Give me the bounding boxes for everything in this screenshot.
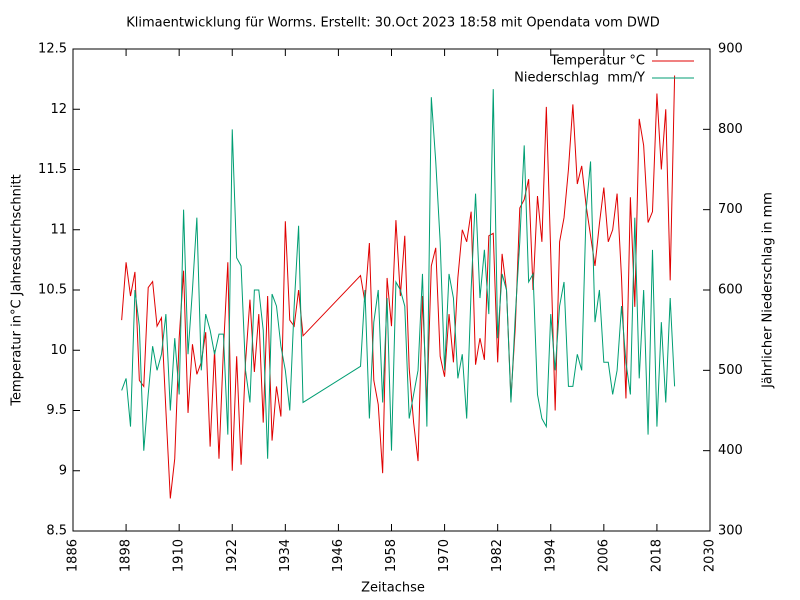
x-tick-label: 1922	[225, 539, 240, 572]
y-tick-label: 12	[50, 102, 67, 117]
y2-axis-label: Jährlicher Niederschlag in mm	[761, 192, 776, 389]
x-tick-label: 1898	[119, 539, 134, 572]
x-tick-label: 2030	[703, 539, 718, 572]
x-tick-label: 1982	[490, 539, 505, 572]
y2-tick-label: 900	[718, 42, 743, 57]
y2-tick-label: 700	[718, 202, 743, 217]
x-tick-label: 1970	[437, 539, 452, 572]
y-axis-label: Temperatur in°C Jahresdurchschnitt	[10, 174, 25, 406]
y2-tick-label: 800	[718, 122, 743, 137]
x-tick-label: 1886	[66, 539, 81, 572]
y2-tick-label: 300	[718, 524, 743, 539]
x-axis-label: Zeitachse	[361, 581, 425, 596]
y-tick-label: 8.5	[46, 524, 67, 539]
y2-tick-label: 400	[718, 443, 743, 458]
y-tick-label: 12.5	[38, 42, 67, 57]
legend-label: Temperatur °C	[550, 54, 645, 69]
y-tick-label: 11.5	[38, 162, 67, 177]
y-tick-label: 10.5	[38, 283, 67, 298]
y-tick-label: 9	[59, 463, 67, 478]
x-tick-label: 1958	[384, 539, 399, 572]
x-tick-label: 1934	[278, 539, 293, 572]
y2-tick-label: 600	[718, 283, 743, 298]
data-line	[121, 89, 676, 459]
chart-title: Klimaentwicklung für Worms. Erstellt: 30…	[126, 16, 660, 31]
x-tick-label: 2018	[649, 539, 664, 572]
x-tick-label: 1910	[172, 539, 187, 572]
y2-tick-label: 500	[718, 363, 743, 378]
x-tick-label: 2006	[596, 539, 611, 572]
x-tick-label: 1994	[543, 539, 558, 572]
y-tick-label: 11	[50, 222, 67, 237]
x-tick-label: 1946	[331, 539, 346, 572]
y-tick-label: 10	[50, 343, 67, 358]
y-tick-label: 9.5	[46, 403, 67, 418]
legend-label: Niederschlag mm/Y	[514, 71, 645, 86]
